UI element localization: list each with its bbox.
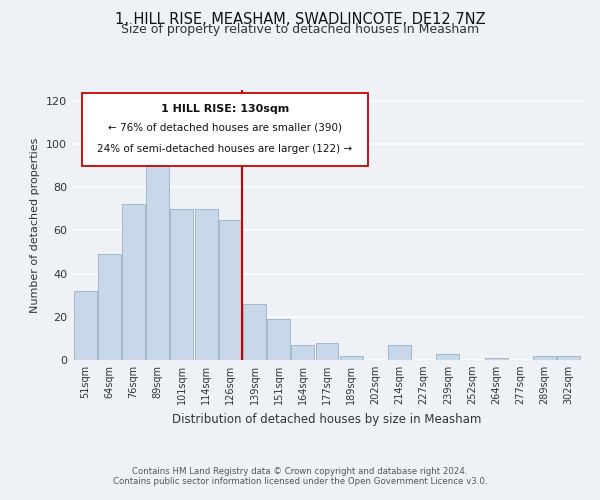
Bar [340,356,362,360]
Text: Contains HM Land Registry data © Crown copyright and database right 2024.: Contains HM Land Registry data © Crown c… [132,467,468,476]
Bar [388,345,411,360]
Bar [436,354,460,360]
Text: ← 76% of detached houses are smaller (390): ← 76% of detached houses are smaller (39… [108,122,342,132]
Bar [557,356,580,360]
Text: 24% of semi-detached houses are larger (122) →: 24% of semi-detached houses are larger (… [97,144,353,154]
Text: 1, HILL RISE, MEASHAM, SWADLINCOTE, DE12 7NZ: 1, HILL RISE, MEASHAM, SWADLINCOTE, DE12… [115,12,485,28]
Text: Size of property relative to detached houses in Measham: Size of property relative to detached ho… [121,22,479,36]
Bar [74,291,97,360]
Bar [316,342,338,360]
Bar [267,319,290,360]
Text: Contains public sector information licensed under the Open Government Licence v3: Contains public sector information licen… [113,477,487,486]
Bar [98,254,121,360]
Text: 1 HILL RISE: 130sqm: 1 HILL RISE: 130sqm [161,104,289,114]
FancyBboxPatch shape [82,92,368,166]
Bar [533,356,556,360]
Bar [243,304,266,360]
X-axis label: Distribution of detached houses by size in Measham: Distribution of detached houses by size … [172,412,482,426]
Bar [292,345,314,360]
Bar [146,166,169,360]
Y-axis label: Number of detached properties: Number of detached properties [31,138,40,312]
Bar [194,209,218,360]
Bar [219,220,242,360]
Bar [170,209,193,360]
Bar [485,358,508,360]
Bar [122,204,145,360]
